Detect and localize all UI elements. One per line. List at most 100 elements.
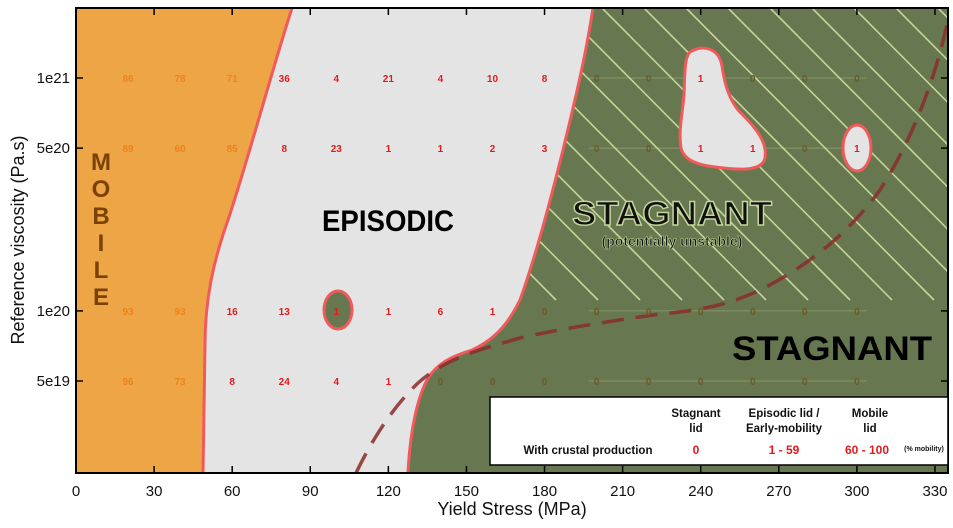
hatch-line [685,8,948,301]
hatch-line [811,8,948,301]
cell-value: 0 [854,74,860,85]
cell-value: 4 [438,74,444,85]
cell-value: 0 [594,377,600,388]
cell-value: 2 [490,144,496,155]
cell-value: 1 [750,144,756,155]
cell-value: 1 [698,144,704,155]
x-tick-label: 270 [766,483,791,500]
x-tick-label: 180 [532,483,557,500]
stagnant-upper-label: STAGNANT [572,195,772,233]
cell-value: 96 [122,377,134,388]
cell-value: 1 [386,144,392,155]
y-tick-label: 5e20 [37,140,70,157]
cell-value: 1 [698,74,704,85]
legend-col2-header-1: Episodic lid / [749,408,821,420]
cell-value: 0 [802,307,808,318]
cell-value: 0 [594,307,600,318]
cell-value: 71 [227,74,239,85]
legend-col1-value: 0 [693,443,700,457]
cell-value: 0 [802,377,808,388]
stagnant-lower-label: STAGNANT [732,330,932,368]
cell-value: 0 [594,144,600,155]
y-axis-label: Reference viscosity (Pa.s) [8,135,28,344]
cell-value: 0 [802,74,808,85]
cell-value: 24 [279,377,291,388]
cell-value: 1 [438,144,444,155]
x-axis-label: Yield Stress (MPa) [437,499,586,519]
plot-regions [76,8,948,473]
stagnant-region [408,8,948,473]
cell-value: 1 [490,307,496,318]
mobile-label-letter: L [94,257,109,284]
y-axis: 5e19 1e20 5e20 1e21 [37,70,948,390]
mobile-label-letter: E [93,284,109,311]
mobile-label-letter: O [92,176,111,203]
x-tick-label: 330 [922,483,947,500]
cell-value: 93 [122,307,134,318]
episodic-island-1 [678,46,767,171]
cell-value: 93 [175,307,187,318]
mobile-episodic-boundary [201,8,294,473]
cell-value: 85 [227,144,239,155]
cell-value: 1 [854,144,860,155]
cell-value: 0 [698,377,704,388]
legend-col1-header-2: lid [689,423,702,435]
cell-value: 36 [279,74,291,85]
y-tick-label: 1e21 [37,70,70,87]
legend-col3-header-1: Mobile [852,408,888,420]
legend-col2-header-2: Early-mobility [746,423,823,435]
x-axis: 0 30 60 90 120 150 180 210 240 270 300 330 [72,8,948,500]
cell-value: 4 [334,377,340,388]
x-tick-label: 120 [376,483,401,500]
cell-value: 0 [854,307,860,318]
cell-value: 60 [175,144,187,155]
x-tick-label: 240 [688,483,713,500]
cell-value: 0 [542,377,548,388]
legend-row-label: With crustal production [524,445,653,457]
cell-value: 0 [750,74,756,85]
episodic-island-2 [841,123,873,173]
cell-value: 23 [331,144,343,155]
cell-value: 78 [175,74,187,85]
stagnant-upper-note: (potentially unstable) [602,233,743,249]
mobile-region [76,8,292,473]
cell-value: 4 [334,74,340,85]
x-tick-label: 150 [454,483,479,500]
x-tick-label: 60 [224,483,241,500]
legend-note: (% mobility) [904,446,944,453]
cell-value: 8 [229,377,235,388]
x-tick-label: 0 [72,483,80,500]
plot-frame [75,7,949,474]
mobile-label-letter: M [91,149,111,176]
cell-value: 6 [438,307,444,318]
cell-value: 0 [542,307,548,318]
cell-value: 0 [854,377,860,388]
cell-value: 10 [487,74,499,85]
cell-value: 8 [542,74,548,85]
stagnant-island [322,289,354,331]
cell-value: 3 [542,144,548,155]
legend-col1-header-1: Stagnant [671,408,720,420]
y-tick-label: 1e20 [37,303,70,320]
cell-value: 0 [750,307,756,318]
cell-value: 0 [438,377,444,388]
cell-value: 1 [386,377,392,388]
cell-value: 16 [227,307,239,318]
legend-col3-value: 60 - 100 [845,443,889,457]
cell-value: 89 [122,144,134,155]
cell-value: 0 [646,74,652,85]
y-tick-label: 5e19 [37,373,70,390]
dashed-stability-boundary [354,19,948,473]
hatch-line [853,8,948,301]
mobile-label-letter: B [92,203,109,230]
legend: Stagnant lid Episodic lid / Early-mobili… [489,396,949,466]
x-tick-label: 210 [610,483,635,500]
cell-value: 21 [383,74,395,85]
hatch-line [895,8,948,301]
legend-box [489,396,949,466]
hatch-line [769,8,948,301]
cell-value: 0 [594,74,600,85]
